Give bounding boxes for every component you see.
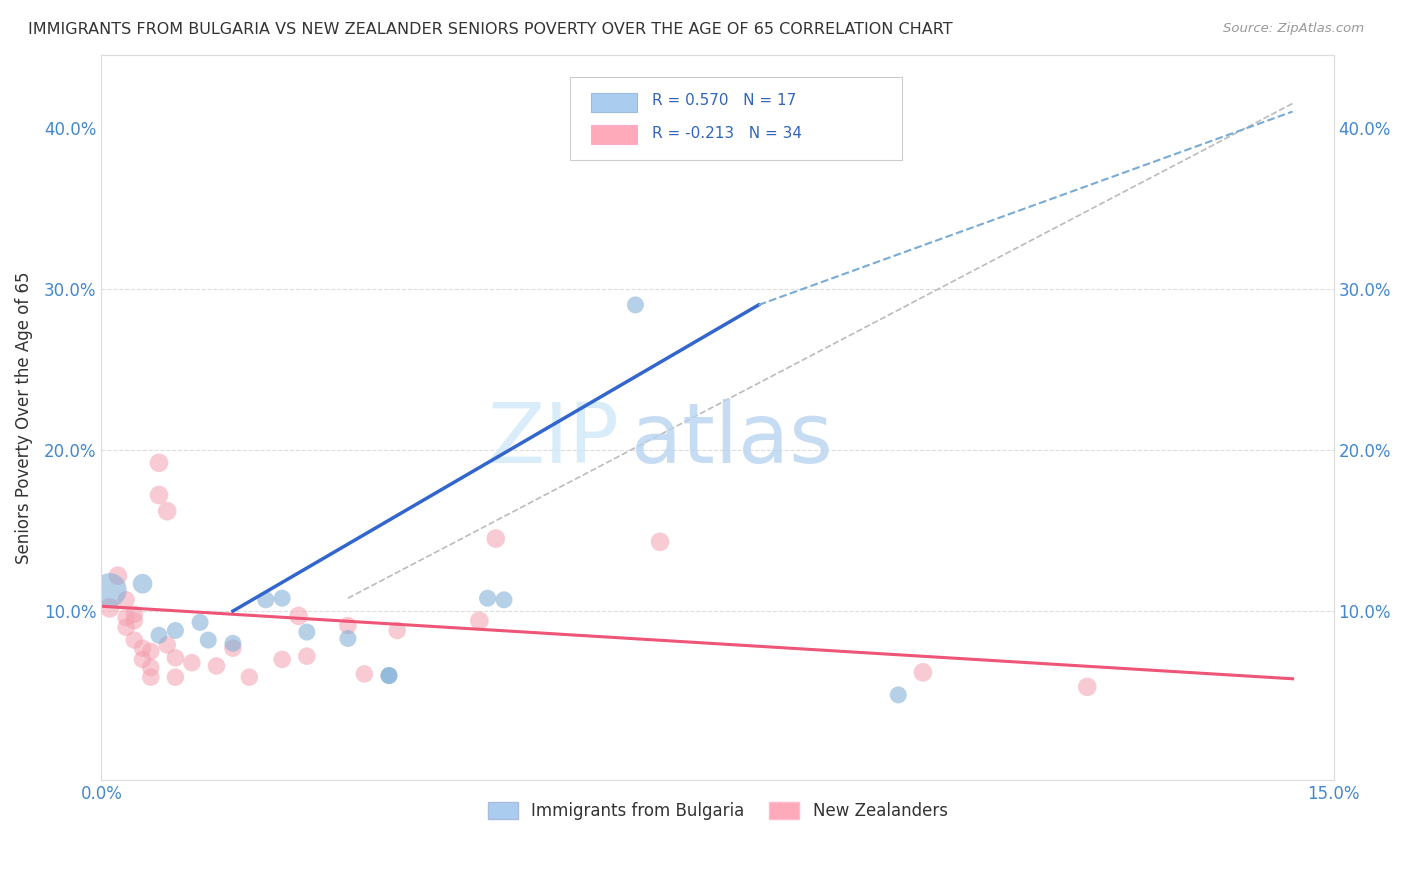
Point [1076, 680, 1098, 694]
Point [295, 625, 318, 640]
Point [648, 534, 671, 549]
Point [378, 668, 401, 682]
Point [165, 670, 187, 684]
Point [222, 641, 245, 656]
Point [254, 592, 277, 607]
Point [887, 688, 910, 702]
Point [295, 649, 318, 664]
FancyBboxPatch shape [591, 93, 637, 112]
Point [180, 656, 202, 670]
Point [485, 532, 508, 546]
Point [139, 660, 162, 674]
Point [156, 638, 179, 652]
Point [385, 624, 408, 638]
Point [115, 620, 138, 634]
Point [271, 652, 294, 666]
Point [197, 633, 219, 648]
FancyBboxPatch shape [591, 126, 637, 145]
Text: ZIP: ZIP [486, 399, 619, 480]
Point [287, 609, 309, 624]
Point [124, 607, 146, 622]
Point [336, 632, 359, 646]
Point [911, 665, 934, 680]
Point [238, 670, 260, 684]
Point [156, 504, 179, 518]
Point [222, 636, 245, 650]
Text: Source: ZipAtlas.com: Source: ZipAtlas.com [1223, 22, 1364, 36]
Text: R = -0.213   N = 34: R = -0.213 N = 34 [652, 126, 803, 141]
Point [624, 298, 647, 312]
Point [98, 583, 121, 598]
Point [468, 614, 491, 628]
Text: R = 0.570   N = 17: R = 0.570 N = 17 [652, 94, 797, 108]
Point [165, 624, 187, 638]
Point [148, 628, 170, 642]
Point [124, 633, 146, 648]
Point [271, 591, 294, 606]
Point [336, 618, 359, 632]
Point [131, 641, 153, 656]
Point [139, 644, 162, 658]
Point [165, 650, 187, 665]
Legend: Immigrants from Bulgaria, New Zealanders: Immigrants from Bulgaria, New Zealanders [481, 795, 955, 826]
Point [353, 667, 375, 681]
Point [148, 456, 170, 470]
Point [131, 576, 153, 591]
Point [107, 568, 129, 582]
FancyBboxPatch shape [569, 77, 903, 161]
Text: IMMIGRANTS FROM BULGARIA VS NEW ZEALANDER SENIORS POVERTY OVER THE AGE OF 65 COR: IMMIGRANTS FROM BULGARIA VS NEW ZEALANDE… [28, 22, 953, 37]
Point [115, 592, 138, 607]
Point [477, 591, 499, 606]
Point [115, 610, 138, 624]
Y-axis label: Seniors Poverty Over the Age of 65: Seniors Poverty Over the Age of 65 [15, 271, 32, 564]
Point [139, 670, 162, 684]
Point [205, 659, 228, 673]
Point [131, 652, 153, 666]
Point [378, 668, 401, 682]
Text: atlas: atlas [631, 399, 832, 480]
Point [188, 615, 211, 630]
Point [148, 488, 170, 502]
Point [124, 614, 146, 628]
Point [98, 600, 121, 615]
Point [492, 592, 515, 607]
